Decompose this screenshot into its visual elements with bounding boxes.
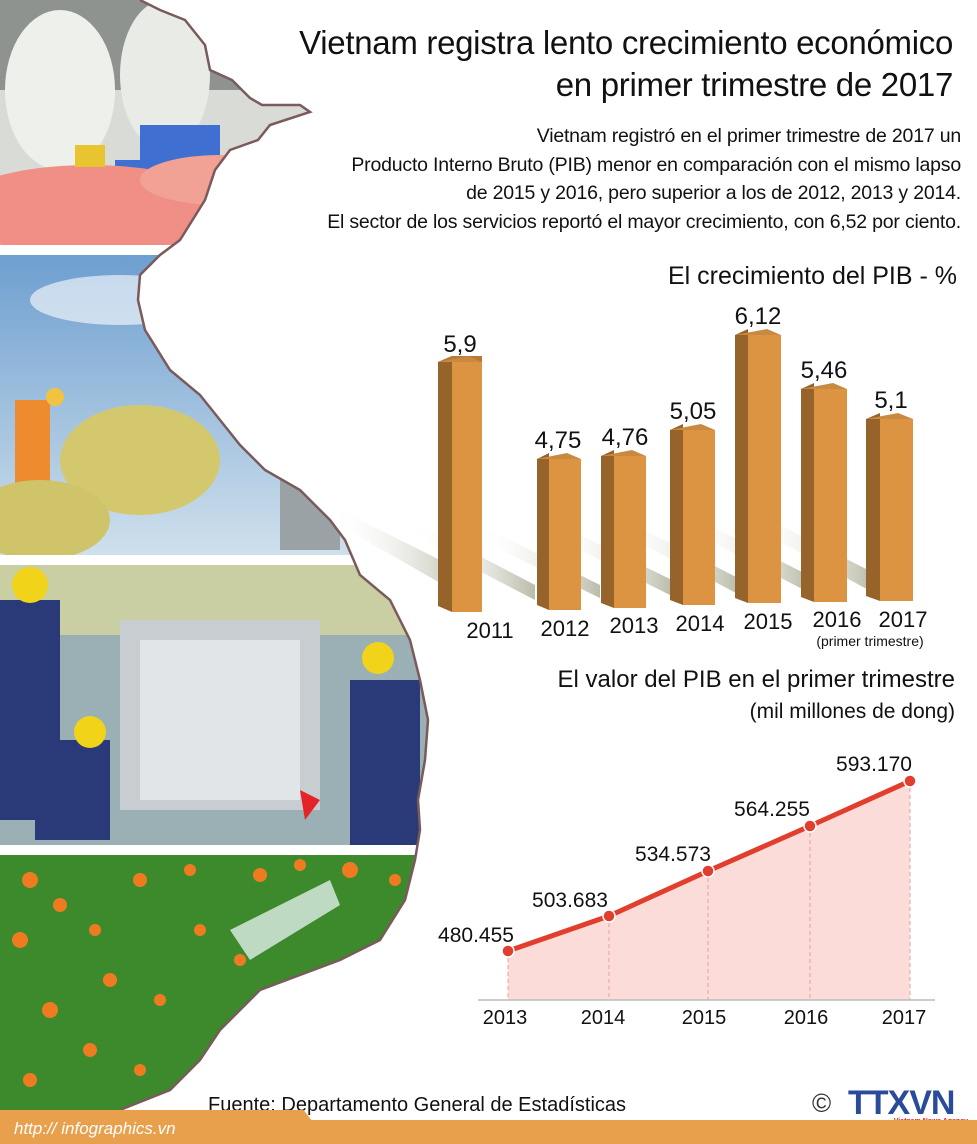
bar-category-2016: 2016 bbox=[813, 607, 862, 632]
footer-url-link[interactable]: http:// infographics.vn bbox=[14, 1119, 176, 1138]
bar-label-2011: 5,9 bbox=[443, 331, 476, 358]
bar-label-2014: 5,05 bbox=[670, 398, 717, 425]
bar-label-2017: 5,1 bbox=[874, 387, 907, 414]
logo-text: TTXVN bbox=[848, 1084, 955, 1122]
bar-note-primer-trimestre: (primer trimestre) bbox=[816, 633, 923, 649]
data-point-2015 bbox=[701, 864, 715, 878]
bar-2016 bbox=[801, 383, 847, 602]
line-category-2015: 2015 bbox=[682, 1007, 727, 1029]
bar-label-2015: 6,12 bbox=[735, 303, 782, 330]
line-category-2017: 2017 bbox=[882, 1007, 927, 1029]
bar-category-2014: 2014 bbox=[676, 611, 725, 636]
bar-label-2012: 4,75 bbox=[535, 427, 582, 454]
line-label-2013: 480.455 bbox=[438, 924, 514, 947]
bar-value-labels: 5,9 4,75 4,76 5,05 6,12 5,46 5,1 bbox=[443, 303, 907, 454]
bar-category-2012: 2012 bbox=[541, 616, 590, 641]
bar-2013 bbox=[601, 450, 646, 608]
line-category-labels: 2013 2014 2015 2016 2017 bbox=[483, 1007, 927, 1029]
copyright-icon: © bbox=[812, 1088, 832, 1118]
intro-line: Producto Interno Bruto (PIB) menor en co… bbox=[351, 153, 961, 176]
bar-2017 bbox=[866, 413, 913, 601]
bar-label-2016: 5,46 bbox=[801, 357, 848, 384]
data-point-2017 bbox=[903, 774, 917, 788]
page-title: Vietnam registra lento crecimiento econó… bbox=[193, 22, 953, 106]
bar-category-labels: 2011 2012 2013 2014 2015 2016 2017 (prim… bbox=[466, 607, 927, 649]
line-label-2014: 503.683 bbox=[532, 889, 608, 912]
bar-category-2015: 2015 bbox=[744, 609, 793, 634]
line-category-2013: 2013 bbox=[483, 1007, 528, 1029]
title-line-1: Vietnam registra lento crecimiento econó… bbox=[299, 24, 953, 61]
footer-url-tab bbox=[0, 1110, 330, 1144]
line-chart-title: El valor del PIB en el primer trimestre bbox=[557, 666, 955, 693]
bar-2012 bbox=[537, 453, 581, 610]
bar-2011 bbox=[438, 356, 482, 612]
line-label-2015: 534.573 bbox=[635, 843, 711, 866]
line-category-2014: 2014 bbox=[581, 1007, 626, 1029]
bar-label-2013: 4,76 bbox=[602, 424, 649, 451]
intro-line: Vietnam registró en el primer trimestre … bbox=[536, 125, 961, 147]
bar-category-2011: 2011 bbox=[466, 618, 513, 643]
bar-2014 bbox=[670, 424, 715, 605]
bar-2015 bbox=[735, 329, 781, 603]
bar-chart-title: El crecimiento del PIB - % bbox=[668, 262, 957, 290]
data-point-2013 bbox=[501, 944, 515, 958]
intro-line: El sector de los servicios reportó el ma… bbox=[327, 210, 961, 233]
title-line-2: en primer trimestre de 2017 bbox=[555, 66, 954, 103]
line-chart bbox=[478, 774, 935, 1001]
line-label-2017: 593.170 bbox=[836, 753, 912, 776]
intro-line: de 2015 y 2016, pero superior a los de 2… bbox=[466, 182, 961, 204]
data-point-2016 bbox=[803, 819, 817, 833]
vietnam-map-photo-collage bbox=[0, 0, 480, 1144]
map-collage-illustration bbox=[0, 0, 480, 1120]
data-point-2014 bbox=[602, 909, 616, 923]
line-value-labels: 480.455 503.683 534.573 564.255 593.170 bbox=[438, 753, 912, 947]
line-chart-subtitle: (mil millones de dong) bbox=[749, 700, 955, 723]
bar-category-2017: 2017 bbox=[879, 607, 928, 632]
line-category-2016: 2016 bbox=[784, 1007, 829, 1029]
line-label-2016: 564.255 bbox=[734, 798, 810, 821]
source-note: Fuente: Departamento General de Estadíst… bbox=[208, 1094, 627, 1116]
bar-category-2013: 2013 bbox=[610, 613, 659, 638]
intro-paragraph: Vietnam registró en el primer trimestre … bbox=[181, 122, 961, 236]
